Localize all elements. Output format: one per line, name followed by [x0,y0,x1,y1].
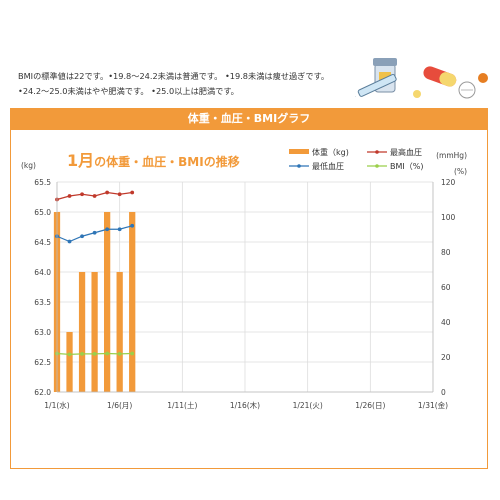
chart-title-month: 1月 [67,151,94,170]
systolic-point-day-4 [92,194,97,198]
grid-layer [56,181,434,393]
legend-swatch-systolic-dot [375,150,379,154]
right-tick-label: 0 [441,388,446,397]
legend-swatch-diastolic-dot [297,164,301,168]
chart-panel: 62.0 62.5 63.0 63.5 64.0 64.5 65.0 65.5 0 20 40 60 8… [10,130,488,469]
right-tick-label: 40 [441,318,451,327]
x-tick-label: 1/16(木) [230,400,260,410]
diastolic-point-day-3 [80,234,84,239]
legend-item-weight: 体重（kg) [289,147,349,157]
right-tick-label: 100 [441,213,456,222]
right-tick-label: 80 [441,248,451,257]
legend-label-weight: 体重（kg) [312,147,349,157]
bmi-point-day-7 [130,351,135,356]
axis-layer: 62.0 62.5 63.0 63.5 64.0 64.5 65.0 65.5 0 20 40 60 8… [34,178,455,410]
weight-bar-day-7 [129,212,136,392]
weight-bar-day-2 [66,332,73,392]
bmi-point-day-3 [80,351,84,356]
x-tick-label: 1/6(月) [107,401,132,410]
legend-label-systolic: 最高血圧 [390,147,422,157]
chart-title: 1月の体重・血圧・BMIの推移 [67,151,240,170]
diastolic-point-day-2 [67,239,72,244]
pill-icon [413,73,488,99]
left-tick-label: 62.0 [34,388,51,397]
systolic-point-day-7 [130,190,135,195]
left-tick-label: 64.0 [34,268,51,277]
right-tick-label: 20 [441,353,451,362]
chart: 62.0 62.5 63.0 63.5 64.0 64.5 65.0 65.5 0 20 40 60 8… [21,147,467,410]
x-tick-label: 1/26(日) [355,401,385,410]
right-axis-unit-mmhg: (mmHg) [436,151,467,160]
weight-bar-day-4 [91,272,98,392]
capsule-icon [423,66,457,87]
legend: 体重（kg) 最高血圧 最低血圧 BMI（%) [289,147,423,171]
left-tick-label: 63.0 [34,328,51,337]
lines-layer [55,190,135,357]
systolic-point-day-6 [117,192,122,197]
legend-swatch-bmi-dot [375,164,379,168]
legend-item-diastolic: 最低血圧 [289,161,344,171]
weight-bar-day-3 [78,272,86,392]
x-tick-label: 1/21(火) [293,401,323,410]
bmi-point-day-6 [117,351,122,356]
left-axis-unit: (kg) [21,161,36,170]
bmi-note-line-1: BMIの標準値は22です。•19.8〜24.2未満は普通です。 •19.8未満は… [18,71,330,81]
left-tick-label: 63.5 [34,298,51,307]
diastolic-point-day-7 [130,223,135,228]
systolic-point-day-3 [80,192,84,197]
legend-swatch-weight [289,149,309,154]
syringe-icon [355,73,397,97]
medicine-illustration [355,58,488,99]
bmi-note-line-2: •24.2〜25.0未満はやや肥満です。 •25.0以上は肥満です。 [18,86,239,96]
x-tick-label: 1/1(水) [44,400,69,410]
right-tick-label: 60 [441,283,451,292]
diastolic-point-day-4 [92,230,97,235]
weight-bar-day-5 [104,212,111,392]
diastolic-point-day-5 [105,227,110,232]
chart-banner-title: 体重・血圧・BMIグラフ [10,108,488,130]
left-tick-label: 64.5 [34,238,51,247]
bmi-point-day-4 [92,351,97,356]
legend-item-bmi: BMI（%) [367,162,423,171]
left-tick-label: 62.5 [34,358,51,367]
right-tick-label: 120 [441,178,456,187]
left-tick-label: 65.5 [34,178,51,187]
left-tick-label: 65.0 [34,208,51,217]
x-tick-label: 1/31(金) [418,400,448,410]
legend-label-diastolic: 最低血圧 [312,161,344,171]
legend-item-systolic: 最高血圧 [367,147,422,157]
bmi-point-day-2 [67,352,72,357]
bmi-point-day-5 [105,351,110,356]
weight-bar-day-6 [116,272,123,392]
legend-label-bmi: BMI（%) [390,162,423,171]
right-axis-unit-percent: (%) [454,167,467,176]
systolic-point-day-2 [67,194,72,198]
chart-title-rest: の体重・血圧・BMIの推移 [94,154,240,169]
x-tick-label: 1/11(土) [167,400,197,410]
systolic-point-day-5 [105,190,110,195]
diastolic-point-day-6 [117,227,122,232]
